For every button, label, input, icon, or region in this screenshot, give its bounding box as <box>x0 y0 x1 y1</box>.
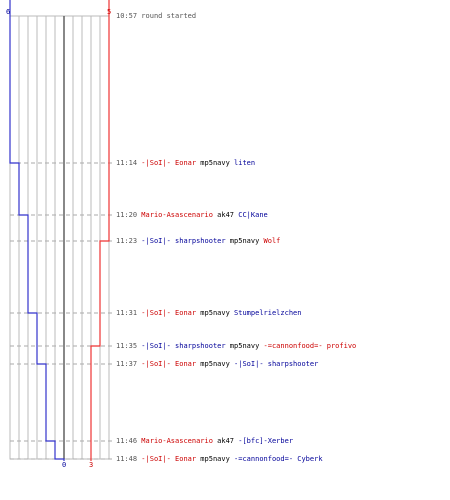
event-killer: Mario-Asascenario <box>141 211 213 219</box>
event-status: round started <box>141 12 197 20</box>
event-time: 10:57 <box>116 12 142 20</box>
event-killer: -|SoI|- sharpshooter <box>141 342 226 350</box>
event-time: 11:14 <box>116 159 142 167</box>
event-row: 11:46 Mario-Asascenario ak47 -[bfc]-Xerb… <box>116 437 293 445</box>
event-row: 11:48 -|SoI|- Eonar mp5navy -=cannonfood… <box>116 455 323 463</box>
event-row: 11:35 -|SoI|- sharpshooter mp5navy -=can… <box>116 342 356 350</box>
event-killer: -|SoI|- sharpshooter <box>141 237 226 245</box>
event-weapon: mp5navy <box>225 342 264 350</box>
event-time: 11:48 <box>116 455 142 463</box>
event-row: 11:20 Mario-Asascenario ak47 CC|Kane <box>116 211 268 219</box>
blue-max-label: 6 <box>6 8 11 16</box>
event-row: 10:57 round started <box>116 12 196 20</box>
event-weapon: mp5navy <box>225 237 264 245</box>
event-victim: -|SoI|- sharpshooter <box>234 360 319 368</box>
event-row: 11:14 -|SoI|- Eonar mp5navy liten <box>116 159 255 167</box>
event-victim: -=cannonfood=- profivo <box>263 342 357 350</box>
event-row: 11:31 -|SoI|- Eonar mp5navy Stumpelrielz… <box>116 309 301 317</box>
event-weapon: mp5navy <box>196 455 235 463</box>
event-time: 11:23 <box>116 237 142 245</box>
blue-end-label: 0 <box>62 461 67 469</box>
event-weapon: mp5navy <box>196 309 235 317</box>
event-killer: -|SoI|- Eonar <box>141 159 197 167</box>
blue-team-score-line <box>9 0 65 461</box>
event-time: 11:35 <box>116 342 142 350</box>
event-killer: -|SoI|- Eonar <box>141 309 197 317</box>
event-weapon: ak47 <box>212 437 239 445</box>
event-killer: Mario-Asascenario <box>141 437 213 445</box>
event-victim: -=cannonfood=- Cyberk <box>234 455 323 463</box>
event-victim: liten <box>234 159 256 167</box>
red-max-label: 5 <box>107 8 112 16</box>
red-team-score-line <box>90 0 110 461</box>
event-victim: Stumpelrielzchen <box>234 309 302 317</box>
event-weapon: mp5navy <box>196 360 235 368</box>
event-time: 11:46 <box>116 437 142 445</box>
event-time: 11:37 <box>116 360 142 368</box>
red-end-label: 3 <box>89 461 94 469</box>
graph-frame <box>9 15 110 460</box>
event-time: 11:31 <box>116 309 142 317</box>
event-weapon: ak47 <box>212 211 239 219</box>
event-victim: Wolf <box>263 237 281 245</box>
event-victim: -[bfc]-Xerber <box>238 437 294 445</box>
event-victim: CC|Kane <box>238 211 268 219</box>
event-killer: -|SoI|- Eonar <box>141 455 197 463</box>
event-row: 11:23 -|SoI|- sharpshooter mp5navy Wolf <box>116 237 280 245</box>
event-weapon: mp5navy <box>196 159 235 167</box>
event-killer: -|SoI|- Eonar <box>141 360 197 368</box>
event-time: 11:20 <box>116 211 142 219</box>
event-row: 11:37 -|SoI|- Eonar mp5navy -|SoI|- shar… <box>116 360 318 368</box>
